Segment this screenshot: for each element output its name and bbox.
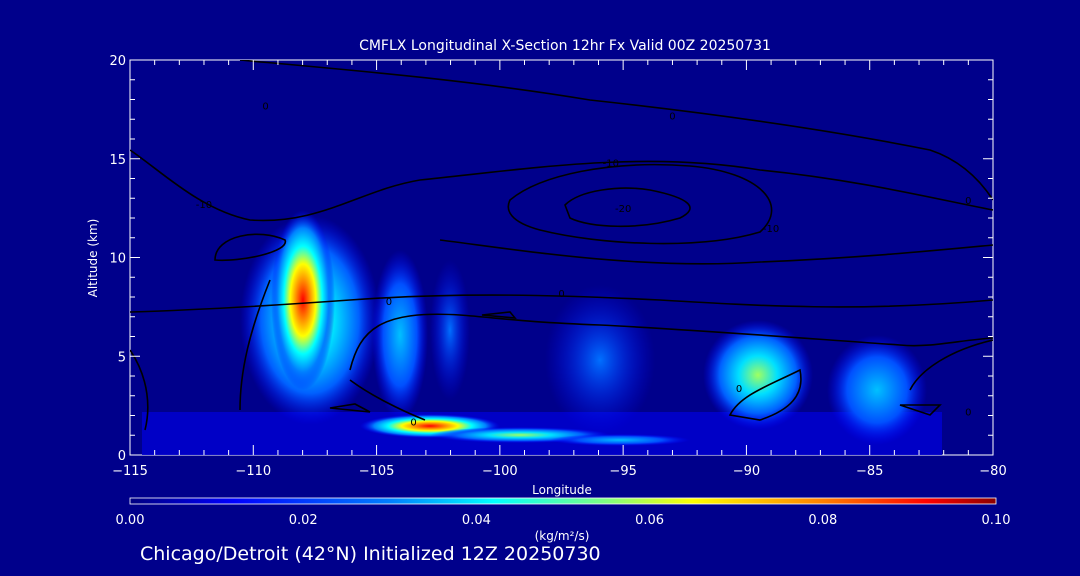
colorbar-tick-label: 0.08: [808, 513, 837, 528]
x-axis-label: Longitude: [532, 483, 592, 497]
contour-label: -10: [763, 224, 779, 235]
contour-label: 0: [386, 297, 392, 308]
flux-cell: [703, 320, 813, 430]
flux-cell: [271, 210, 335, 390]
x-tick-label: −110: [235, 464, 271, 479]
x-tick-label: −85: [856, 464, 883, 479]
flux-cell: [372, 250, 428, 420]
x-tick-label: −105: [359, 464, 395, 479]
y-tick-label: 10: [109, 252, 126, 267]
y-axis-label: Altitude (km): [86, 219, 100, 298]
contour-label: 0: [262, 101, 268, 112]
colorbar-ticks: 0.00 0.02 0.04 0.06 0.08 0.10: [116, 513, 1011, 528]
flux-layer: [142, 210, 942, 455]
x-tick-label: −90: [733, 464, 760, 479]
contour-label: 0: [965, 196, 971, 207]
x-tick-label: −115: [112, 464, 148, 479]
colorbar-tick-label: 0.04: [462, 513, 491, 528]
contour-label: -10: [603, 159, 619, 170]
x-axis-ticks: −115 −110 −105 −100 −95 −90 −85 −80: [112, 60, 1007, 479]
flux-cell: [430, 260, 470, 400]
y-tick-label: 5: [118, 350, 126, 365]
contour-label: 0: [669, 111, 675, 122]
colorbar-tick-label: 0.02: [289, 513, 318, 528]
contour-label: 0: [965, 408, 971, 419]
colorbar-label: (kg/m²/s): [535, 529, 590, 543]
colorbar-tick-label: 0.00: [116, 513, 145, 528]
contour-label: -20: [615, 204, 631, 215]
y-tick-label: 15: [109, 153, 126, 168]
contour-labels: 0 -10 -10 -20 -10 0 0 0 0 0 0 0: [196, 101, 972, 428]
y-axis-ticks: 0 5 10 15 20: [109, 54, 993, 464]
flux-cell: [827, 335, 927, 445]
colorbar: [129, 497, 997, 505]
temperature-contours: [130, 60, 993, 431]
colorbar-tick-label: 0.06: [635, 513, 664, 528]
x-tick-label: −80: [979, 464, 1006, 479]
y-tick-label: 0: [118, 449, 126, 464]
contour-label: -10: [196, 200, 212, 211]
contour-label: 0: [410, 417, 416, 428]
x-tick-label: −95: [609, 464, 636, 479]
x-tick-label: −100: [482, 464, 518, 479]
chart-title: CMFLX Longitudinal X-Section 12hr Fx Val…: [359, 38, 771, 54]
flux-streak: [550, 434, 690, 446]
contour-label: 0: [558, 289, 564, 300]
y-tick-label: 20: [109, 54, 126, 69]
contour-label: 0: [736, 384, 742, 395]
footer-caption: Chicago/Detroit (42°N) Initialized 12Z 2…: [140, 543, 601, 565]
flux-cell: [545, 285, 655, 435]
colorbar-tick-label: 0.10: [982, 513, 1011, 528]
